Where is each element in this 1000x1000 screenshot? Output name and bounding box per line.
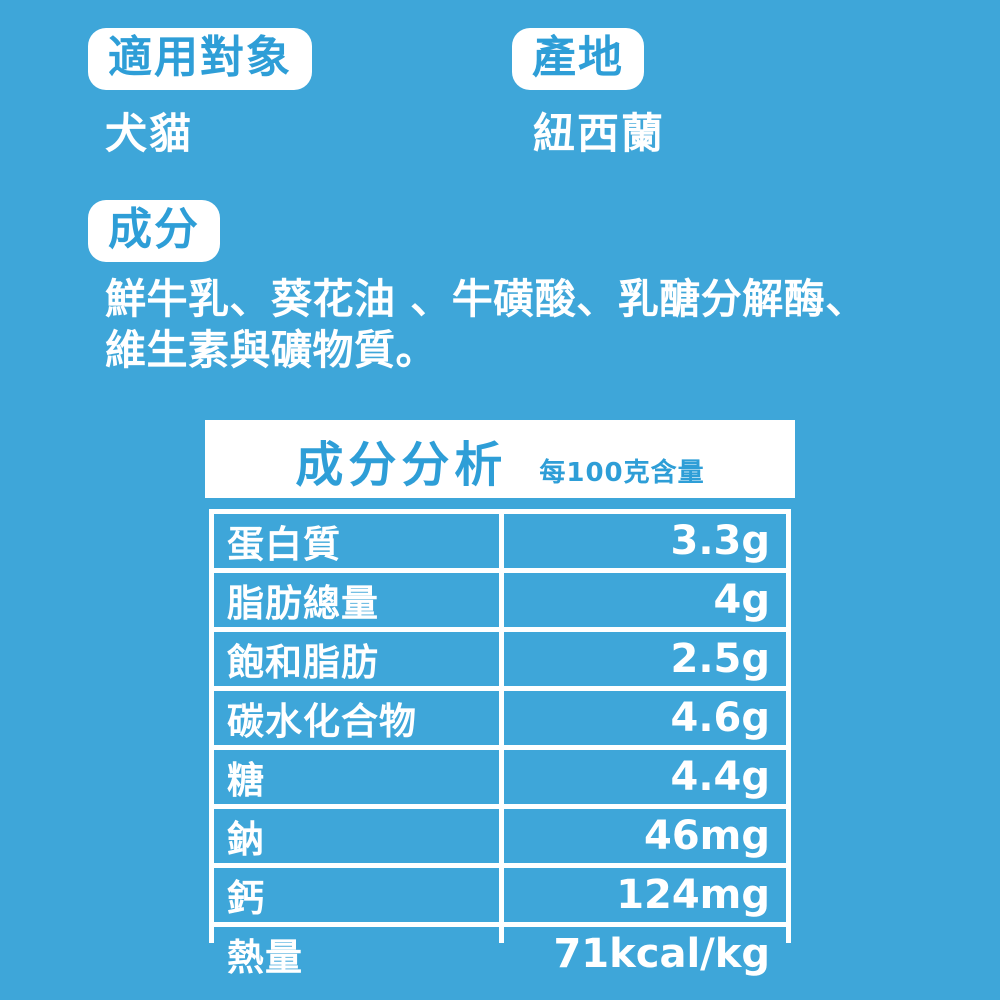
table-row-label: 蛋白質	[214, 514, 499, 568]
table-row-label: 鈉	[214, 809, 499, 863]
table-row-label: 碳水化合物	[214, 691, 499, 745]
analysis-table-unit-note: 每100克含量	[539, 458, 705, 488]
table-row-label: 脂肪總量	[214, 573, 499, 627]
table-row-value: 2.5g	[504, 632, 786, 686]
origin-value: 紐西蘭	[533, 109, 666, 158]
table-row-label: 飽和脂肪	[214, 632, 499, 686]
table-row-value: 46mg	[504, 809, 786, 863]
analysis-table: 蛋白質 3.3g 脂肪總量 4g 飽和脂肪 2.5g 碳水化合物 4.6g 糖 …	[209, 509, 791, 981]
table-row-label: 糖	[214, 750, 499, 804]
table-row-value: 4.4g	[504, 750, 786, 804]
ingredients-text: 鮮牛乳、葵花油 、牛磺酸、乳醣分解酶、 維生素與礦物質。	[105, 274, 905, 376]
origin-badge: 產地	[512, 28, 644, 90]
table-row-value: 4.6g	[504, 691, 786, 745]
analysis-table-header: 成分分析 每100克含量	[205, 420, 795, 498]
table-row-value: 3.3g	[504, 514, 786, 568]
table-row-label: 熱量	[214, 927, 499, 981]
applicable-target-badge: 適用對象	[88, 28, 312, 90]
table-row-label: 鈣	[214, 868, 499, 922]
applicable-target-value: 犬貓	[105, 109, 194, 158]
table-row-value: 124mg	[504, 868, 786, 922]
table-row-value: 71kcal/kg	[504, 927, 786, 981]
ingredients-badge: 成分	[88, 200, 220, 262]
ingredients-line-1: 鮮牛乳、葵花油 、牛磺酸、乳醣分解酶、	[105, 275, 867, 323]
ingredients-line-2: 維生素與礦物質。	[105, 326, 437, 374]
analysis-table-title: 成分分析	[295, 437, 508, 493]
table-row-value: 4g	[504, 573, 786, 627]
